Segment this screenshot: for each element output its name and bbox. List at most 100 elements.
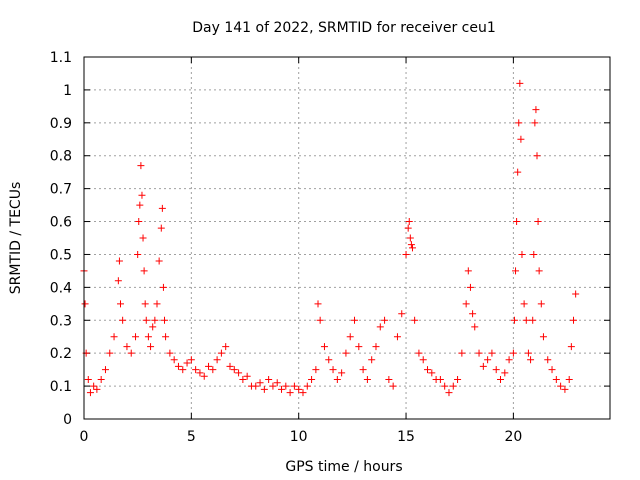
data-point bbox=[312, 366, 320, 374]
data-point bbox=[527, 356, 535, 364]
data-point bbox=[205, 362, 213, 370]
data-point bbox=[222, 343, 230, 351]
data-point bbox=[127, 349, 135, 357]
data-point bbox=[449, 382, 457, 390]
data-point bbox=[475, 349, 483, 357]
data-point bbox=[393, 333, 401, 341]
data-point bbox=[114, 277, 122, 285]
data-point bbox=[407, 241, 415, 249]
plot-frame bbox=[83, 56, 611, 420]
data-point bbox=[183, 359, 191, 367]
data-point bbox=[230, 366, 238, 374]
data-point bbox=[533, 152, 541, 160]
axis-ticks bbox=[83, 56, 610, 420]
data-point bbox=[149, 323, 157, 331]
data-point bbox=[424, 366, 432, 374]
data-point bbox=[436, 376, 444, 384]
data-point bbox=[509, 349, 517, 357]
data-point bbox=[346, 333, 354, 341]
data-point bbox=[552, 376, 560, 384]
data-point bbox=[517, 135, 525, 143]
data-point bbox=[84, 376, 92, 384]
data-point bbox=[303, 382, 311, 390]
data-point bbox=[376, 323, 384, 331]
data-point bbox=[144, 333, 152, 341]
data-point bbox=[299, 389, 307, 397]
data-point bbox=[138, 191, 146, 199]
data-point bbox=[139, 234, 147, 242]
data-point bbox=[428, 369, 436, 377]
x-tick-label: 0 bbox=[80, 429, 89, 445]
data-point bbox=[282, 382, 290, 390]
data-point bbox=[278, 385, 286, 393]
data-point bbox=[325, 356, 333, 364]
data-point bbox=[209, 366, 217, 374]
y-tick-label: 0.3 bbox=[50, 313, 72, 329]
data-point bbox=[402, 250, 410, 258]
data-point bbox=[515, 119, 523, 127]
data-point bbox=[123, 343, 131, 351]
data-point bbox=[333, 376, 341, 384]
data-point bbox=[174, 362, 182, 370]
data-point bbox=[518, 250, 526, 258]
data-point bbox=[532, 106, 540, 114]
y-tick-label: 0.8 bbox=[50, 149, 72, 165]
y-tick-label: 0 bbox=[63, 412, 72, 428]
data-point bbox=[132, 333, 140, 341]
data-point bbox=[419, 356, 427, 364]
data-point bbox=[570, 316, 578, 324]
data-point bbox=[510, 316, 518, 324]
data-point bbox=[466, 283, 474, 291]
y-tick-label: 0.1 bbox=[50, 379, 72, 395]
data-point bbox=[147, 343, 155, 351]
data-point bbox=[81, 300, 89, 308]
data-point bbox=[265, 376, 273, 384]
data-point bbox=[140, 267, 148, 275]
data-point bbox=[548, 366, 556, 374]
data-point bbox=[290, 382, 298, 390]
data-point bbox=[372, 343, 380, 351]
data-point bbox=[252, 382, 260, 390]
data-point bbox=[405, 218, 413, 226]
data-point bbox=[355, 343, 363, 351]
data-point bbox=[110, 333, 118, 341]
data-point bbox=[445, 389, 453, 397]
data-point bbox=[557, 382, 565, 390]
data-point bbox=[235, 369, 243, 377]
data-point bbox=[97, 376, 105, 384]
data-point bbox=[159, 283, 167, 291]
data-point bbox=[134, 250, 142, 258]
data-point bbox=[286, 389, 294, 397]
data-point bbox=[441, 382, 449, 390]
data-point bbox=[368, 356, 376, 364]
data-point bbox=[226, 362, 234, 370]
data-point bbox=[464, 267, 472, 275]
data-point bbox=[151, 316, 159, 324]
data-point bbox=[269, 382, 277, 390]
tick-labels: 0 0.1 0.2 0.3 0.4 0.5 0.6 0.7 0.8 0.9 1 1.1 0 5 10 15 20 bbox=[50, 50, 523, 445]
data-point bbox=[141, 300, 149, 308]
data-point bbox=[516, 79, 524, 87]
data-points bbox=[80, 79, 580, 397]
data-point bbox=[406, 234, 414, 242]
data-point bbox=[162, 333, 170, 341]
data-point bbox=[572, 290, 580, 298]
data-point bbox=[135, 218, 143, 226]
data-point bbox=[514, 168, 522, 176]
data-point bbox=[161, 316, 169, 324]
data-point bbox=[404, 224, 412, 232]
data-point bbox=[106, 349, 114, 357]
data-point bbox=[520, 300, 528, 308]
y-tick-label: 1.1 bbox=[50, 50, 72, 66]
data-point bbox=[381, 316, 389, 324]
data-point bbox=[153, 300, 161, 308]
data-point bbox=[513, 218, 521, 226]
data-point bbox=[529, 316, 537, 324]
data-point bbox=[200, 372, 208, 380]
data-point bbox=[342, 349, 350, 357]
data-point bbox=[535, 267, 543, 275]
data-point bbox=[530, 250, 538, 258]
data-point bbox=[454, 376, 462, 384]
data-point bbox=[155, 257, 163, 265]
x-tick-label: 20 bbox=[504, 429, 522, 445]
